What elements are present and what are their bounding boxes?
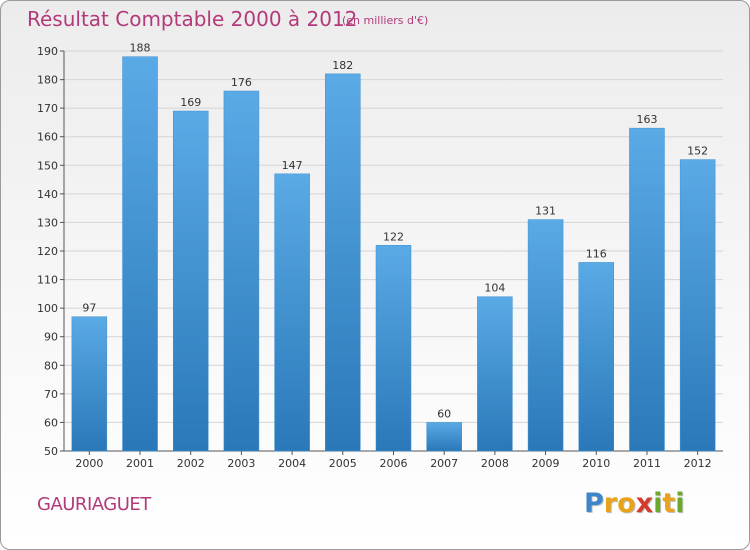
bar-value-label: 97 <box>82 302 96 315</box>
y-tick-label: 150 <box>37 159 58 172</box>
bar-2007 <box>426 422 462 452</box>
bar-value-label: 169 <box>180 96 201 109</box>
bar-2003 <box>223 90 260 452</box>
chart-subtitle: (en milliers d'€) <box>342 14 429 27</box>
y-tick-label: 180 <box>37 74 58 87</box>
x-tick-label: 2008 <box>481 457 509 470</box>
logo-letter: x <box>635 488 654 519</box>
y-tick-label: 160 <box>37 131 58 144</box>
bar-value-label: 116 <box>586 247 607 260</box>
bar-value-label: 152 <box>687 145 708 158</box>
bar-2012 <box>679 159 716 452</box>
y-tick-label: 80 <box>44 359 58 372</box>
bar-2008 <box>477 296 513 452</box>
bar-value-label: 163 <box>636 113 657 126</box>
bar-2011 <box>629 127 665 452</box>
x-tick-label: 2006 <box>380 457 408 470</box>
logo-letter: r <box>603 488 618 519</box>
commune-name: GAURIAGUET <box>37 494 151 515</box>
bar-value-label: 60 <box>437 407 451 420</box>
logo-letter: i <box>653 488 663 519</box>
x-tick-label: 2001 <box>126 457 154 470</box>
x-tick-label: 2007 <box>430 457 458 470</box>
logo-letter: i <box>675 488 685 519</box>
x-tick-label: 2011 <box>633 457 661 470</box>
bar-2006 <box>375 245 412 452</box>
bar-2005 <box>325 73 361 452</box>
bar-2000 <box>71 316 108 452</box>
bar-2004 <box>274 173 310 452</box>
bar-value-label: 176 <box>231 76 252 89</box>
y-tick-label: 170 <box>37 102 58 115</box>
proxiti-logo: Proxiti <box>584 488 685 519</box>
bar-value-label: 122 <box>383 230 404 243</box>
bar-value-label: 147 <box>282 159 303 172</box>
bar-2010 <box>578 262 615 452</box>
logo-letter: P <box>584 488 604 519</box>
bar-value-label: 104 <box>484 282 505 295</box>
y-tick-label: 70 <box>44 388 58 401</box>
x-tick-label: 2009 <box>532 457 560 470</box>
y-tick-label: 140 <box>37 188 58 201</box>
bar-2009 <box>527 219 564 452</box>
y-tick-label: 50 <box>44 445 58 458</box>
x-tick-label: 2003 <box>227 457 255 470</box>
logo-letter: t <box>662 488 676 519</box>
x-tick-label: 2012 <box>684 457 712 470</box>
y-tick-label: 110 <box>37 274 58 287</box>
logo-letter: o <box>617 488 636 519</box>
bar-value-label: 188 <box>130 42 151 55</box>
y-tick-label: 90 <box>44 331 58 344</box>
x-tick-label: 2010 <box>582 457 610 470</box>
y-tick-label: 130 <box>37 216 58 229</box>
bar-2002 <box>172 110 209 452</box>
y-tick-label: 190 <box>37 45 58 58</box>
bar-value-label: 131 <box>535 205 556 218</box>
y-tick-label: 120 <box>37 245 58 258</box>
x-tick-label: 2000 <box>75 457 103 470</box>
x-tick-label: 2002 <box>177 457 205 470</box>
y-tick-label: 60 <box>44 416 58 429</box>
bar-2001 <box>122 56 158 452</box>
x-tick-label: 2005 <box>329 457 357 470</box>
chart-title: Résultat Comptable 2000 à 2012 <box>27 7 358 31</box>
y-tick-label: 100 <box>37 302 58 315</box>
bar-value-label: 182 <box>332 59 353 72</box>
x-tick-label: 2004 <box>278 457 306 470</box>
